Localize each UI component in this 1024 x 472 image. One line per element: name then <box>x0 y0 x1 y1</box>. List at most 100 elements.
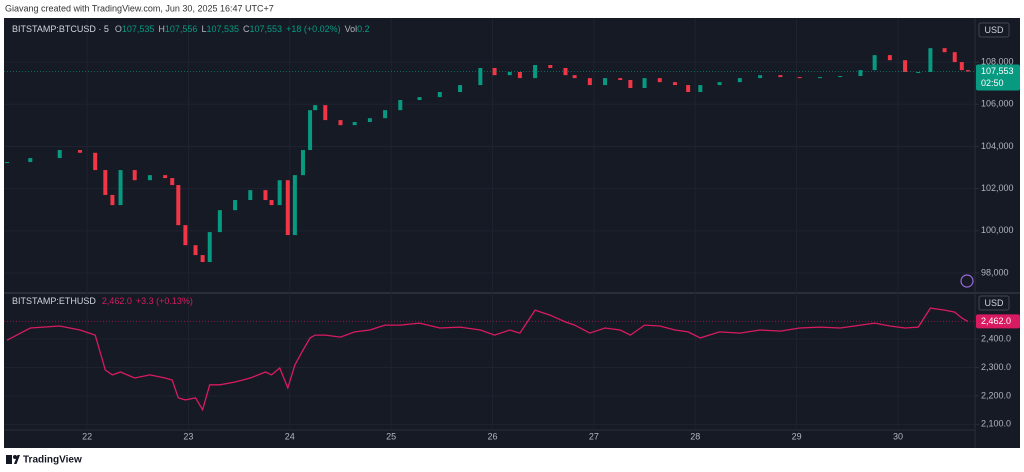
candle <box>200 255 205 263</box>
x-tick-label: 27 <box>589 431 599 441</box>
ohlc-value: 107,535 <box>206 24 239 34</box>
ohlc-value: 107,556 <box>165 24 198 34</box>
candle <box>603 78 608 86</box>
candle <box>77 150 82 153</box>
x-tick-label: 23 <box>183 431 193 441</box>
candle <box>277 180 282 206</box>
y-tick-label: 100,000 <box>981 225 1014 235</box>
candle <box>183 225 188 246</box>
candle <box>928 48 933 72</box>
candle <box>548 65 553 68</box>
y-tick-label: 108,000 <box>981 56 1014 66</box>
candle <box>507 71 512 76</box>
candle <box>300 150 305 176</box>
candle <box>817 77 822 79</box>
candle <box>118 170 123 206</box>
candle <box>28 158 33 163</box>
candle <box>737 78 742 83</box>
candle <box>492 67 497 76</box>
y-tick-label: 98,000 <box>981 267 1009 277</box>
candle <box>916 71 921 73</box>
chart-area <box>4 18 1020 448</box>
candle <box>193 245 198 256</box>
y-tick-label: 104,000 <box>981 141 1014 151</box>
candle <box>338 120 343 126</box>
candle <box>292 175 297 236</box>
volume-value: 0.2 <box>357 24 370 34</box>
candle <box>132 170 137 181</box>
pane: 98,000 100,000 102,000 104,000 106,000 108,00… <box>4 18 1020 292</box>
logo <box>6 455 20 464</box>
price: 2,462.0 <box>102 296 132 306</box>
y-tick-label: 2,400.0 <box>981 333 1011 343</box>
candle <box>163 175 168 179</box>
candle <box>959 62 964 71</box>
candle <box>170 178 175 186</box>
currency-label: USD <box>984 298 1004 308</box>
currency-badge <box>978 295 1010 311</box>
ohlc-value: 107,553 <box>250 24 283 34</box>
candle <box>618 78 623 81</box>
candle <box>308 110 313 151</box>
x-tick-label: 28 <box>690 431 700 441</box>
ohlc-value: 107,535 <box>122 24 155 34</box>
y-tick-label: 106,000 <box>981 99 1014 109</box>
candle <box>207 232 212 263</box>
candle <box>367 118 372 122</box>
candle <box>285 180 290 236</box>
candle <box>248 190 253 201</box>
candle <box>176 185 181 226</box>
candle <box>952 52 957 63</box>
currency-badge <box>978 22 1010 38</box>
candle <box>217 210 222 233</box>
candle <box>587 78 592 86</box>
candle <box>417 97 422 101</box>
countdown: 02:50 <box>981 78 1004 88</box>
candle <box>263 190 268 201</box>
y-tick-label: 102,000 <box>981 183 1014 193</box>
candle <box>398 100 403 111</box>
logo-mark <box>14 455 20 464</box>
candle <box>110 194 115 206</box>
pane: 2,100.0 2,200.0 2,300.0 2,400.0 22 23 24 25 26 27… <box>4 291 1020 441</box>
candle <box>717 82 722 86</box>
candle <box>686 85 691 93</box>
x-tick-label: 30 <box>893 431 903 441</box>
candle <box>269 200 274 206</box>
candle <box>437 92 442 98</box>
candle <box>147 175 152 181</box>
y-tick-label: 2,200.0 <box>981 390 1011 400</box>
ohlc-label: L <box>201 24 206 34</box>
candle <box>383 110 388 119</box>
candle <box>903 60 908 72</box>
candle <box>872 55 877 71</box>
header-text: Giavang created with TradingView.com, Ju… <box>5 3 274 13</box>
candle <box>887 55 892 61</box>
currency-label: USD <box>984 25 1004 35</box>
x-tick-label: 22 <box>82 431 92 441</box>
candle <box>458 85 463 93</box>
candle <box>352 121 357 126</box>
candle <box>942 48 947 53</box>
candle <box>233 200 238 211</box>
last-price-label: 107,553 <box>981 66 1014 76</box>
logo-mark <box>6 455 12 464</box>
y-tick-label: 2,100.0 <box>981 419 1011 429</box>
change: +18 (+0.02%) <box>286 24 341 34</box>
ohlc-label: C <box>243 24 250 34</box>
x-tick-label: 26 <box>488 431 498 441</box>
candle <box>93 152 98 171</box>
x-tick-label: 24 <box>285 431 295 441</box>
alert-icon <box>960 274 974 288</box>
candle <box>517 71 522 79</box>
candle <box>478 67 483 86</box>
candle <box>838 76 843 78</box>
legend: BITSTAMP:BTCUSD · 5 O107,535 H107,556 L107,… <box>12 24 370 34</box>
ohlc-label: H <box>158 24 165 34</box>
candle <box>672 82 677 86</box>
footer-brand: TradingView <box>23 455 82 466</box>
candle <box>642 78 647 89</box>
candle <box>313 105 318 111</box>
candle <box>965 70 970 72</box>
